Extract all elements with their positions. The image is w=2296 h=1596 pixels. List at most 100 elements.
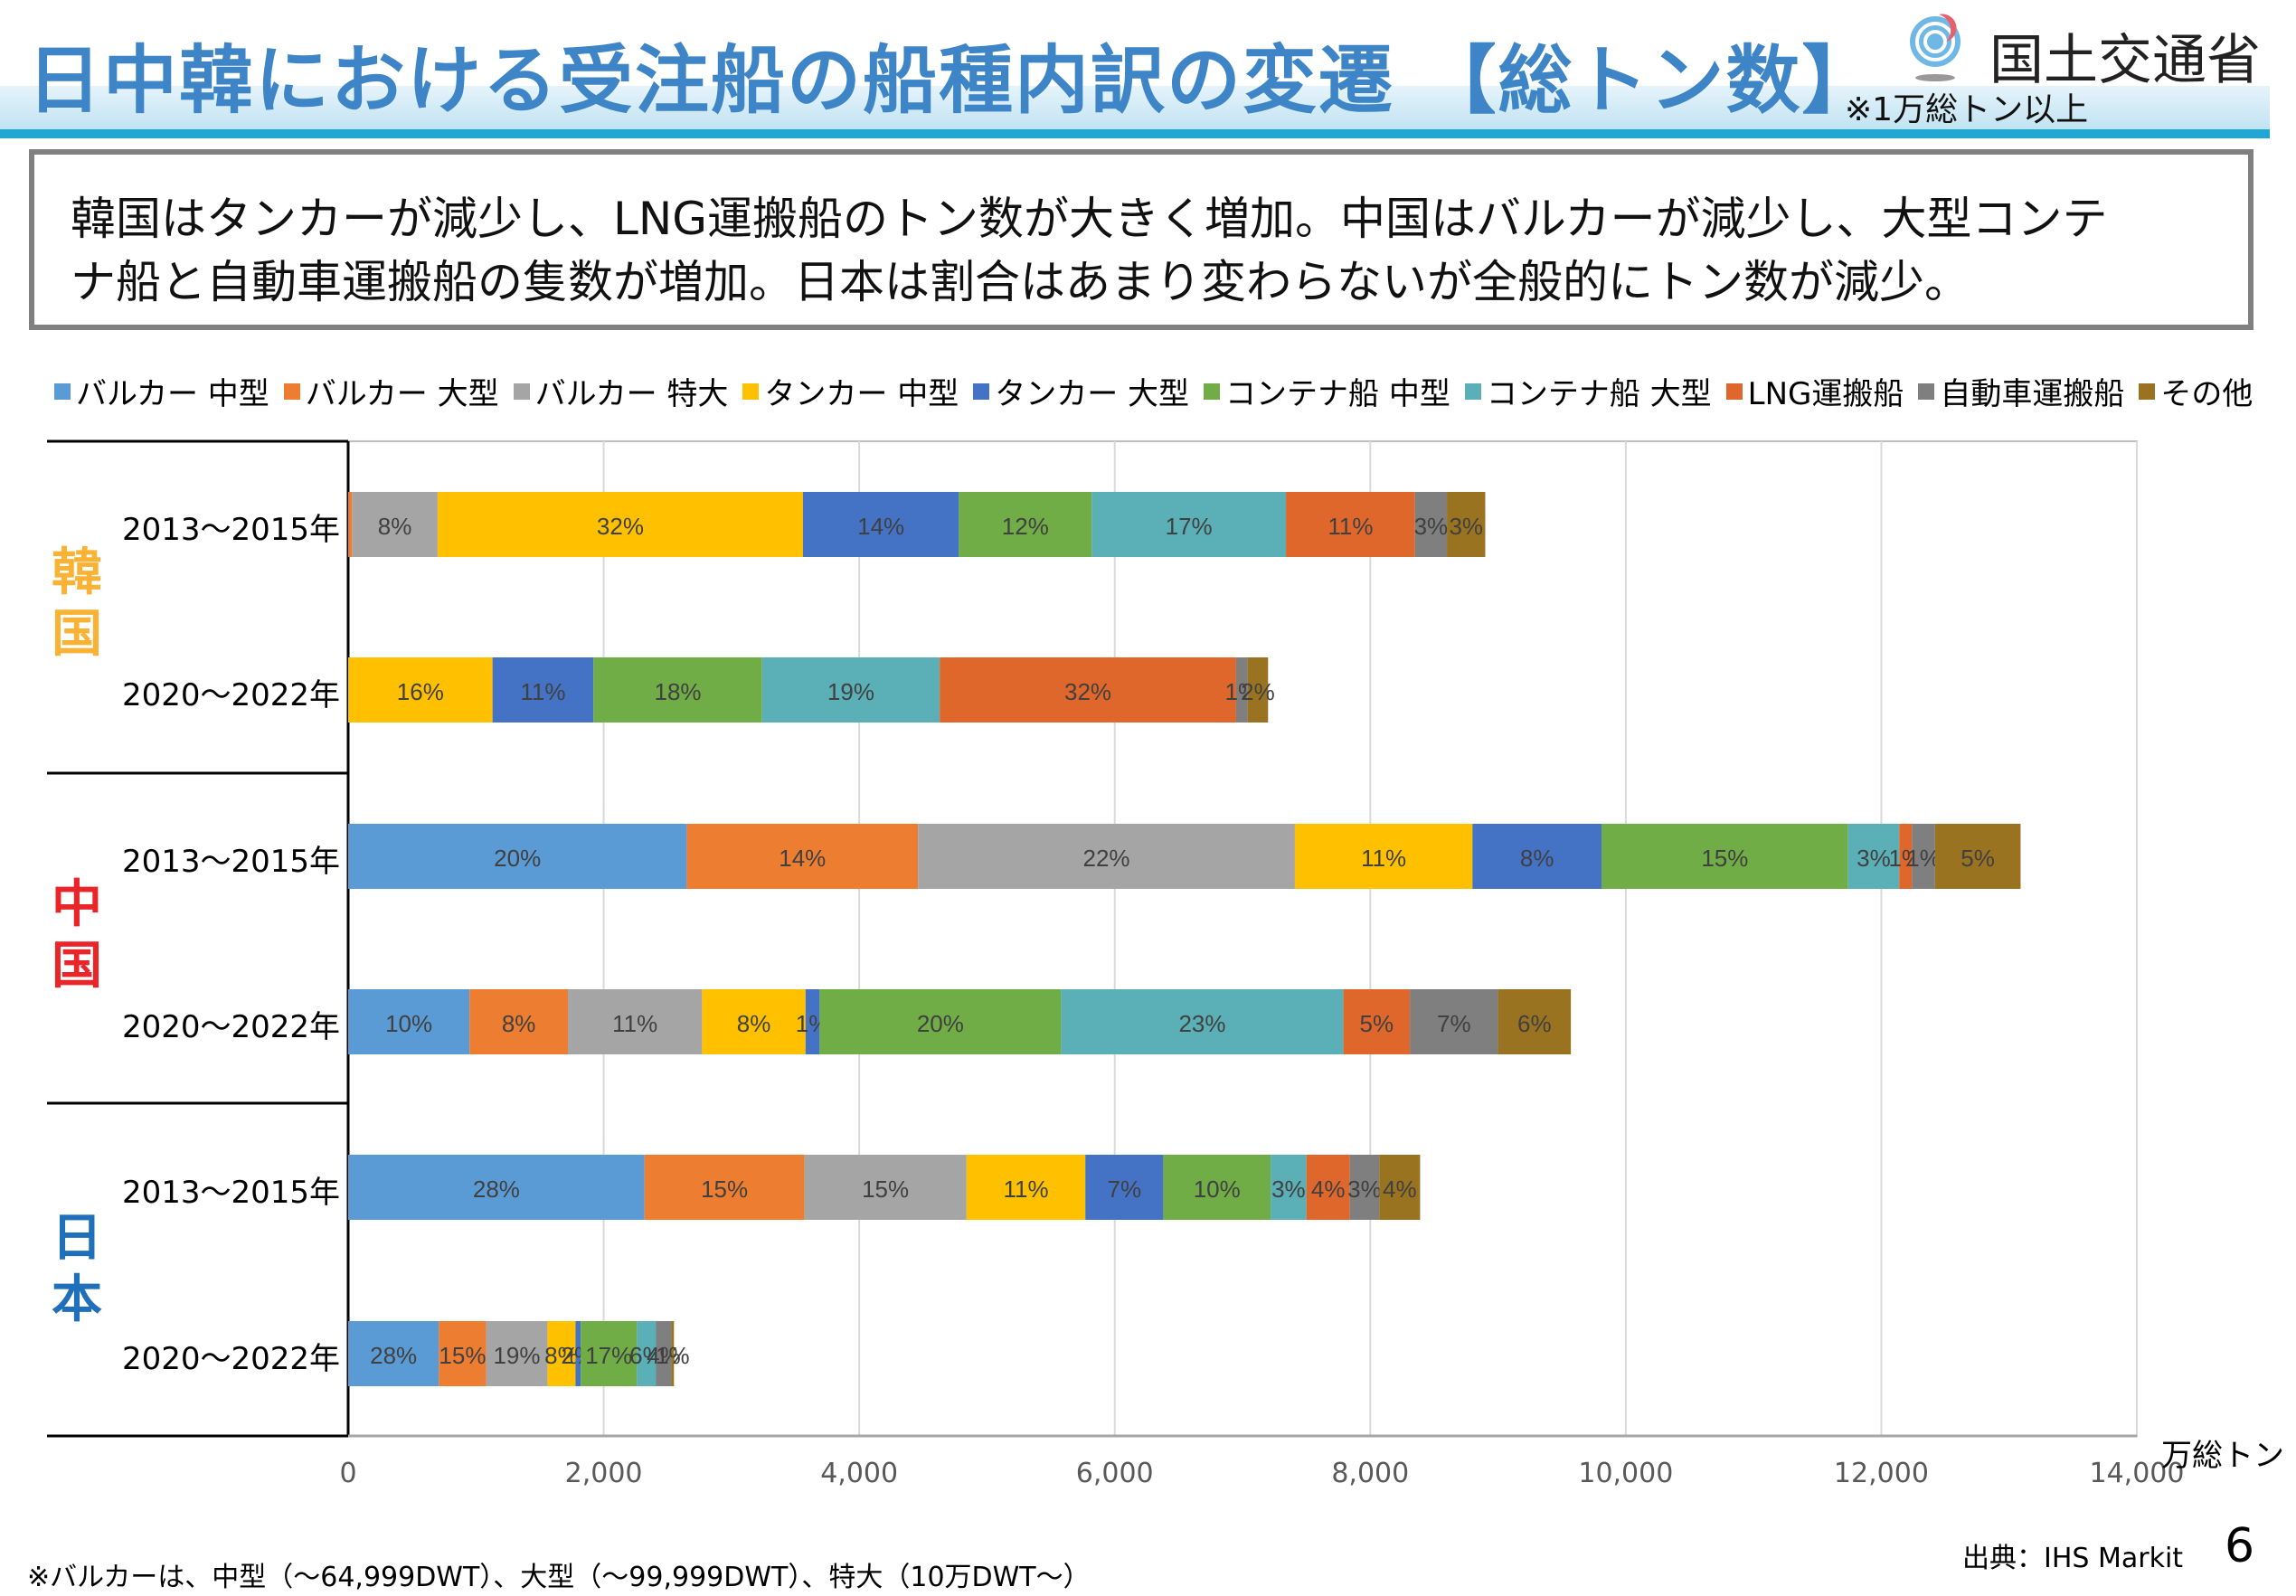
bar-segment [1286, 492, 1415, 557]
bar-segment [348, 989, 470, 1054]
legend-swatch [1204, 382, 1221, 400]
legend-item: バルカー 中型 [54, 369, 269, 413]
ministry-name: 国土交通省 [1989, 29, 2261, 92]
bar-segment [1379, 1155, 1421, 1220]
x-tick-label: 14,000 [2089, 1458, 2185, 1489]
x-tick-label: 4,000 [820, 1458, 899, 1489]
x-tick-label: 6,000 [1075, 1458, 1154, 1489]
bar-segment [348, 824, 687, 889]
data-label: 4% [1383, 1176, 1417, 1203]
data-label: 5% [1360, 1010, 1394, 1037]
country-label-japan: 日本 [52, 1209, 102, 1329]
data-label: 20% [917, 1010, 964, 1037]
header-accent-line [0, 129, 2270, 138]
legend-label: コンテナ船 大型 [1486, 376, 1712, 412]
legend-item: バルカー 特大 [513, 369, 728, 413]
data-label: 11% [520, 678, 565, 705]
legend-label: 自動車運搬船 [1940, 376, 2125, 412]
bar-segment [671, 1321, 675, 1386]
bar-segment [966, 1155, 1086, 1220]
legend-swatch [283, 382, 300, 400]
bar-segment [918, 824, 1295, 889]
data-label: 3% [1347, 1176, 1382, 1203]
bar-segment [1602, 824, 1848, 889]
legend-item: その他 [2139, 369, 2253, 413]
bar-segment [761, 657, 940, 722]
bar-segment [1934, 824, 2021, 889]
data-label: 12% [1002, 513, 1049, 540]
x-tick-label: 0 [339, 1458, 357, 1489]
bar-segment [1061, 989, 1344, 1054]
data-label: 8% [544, 1342, 579, 1369]
bar-segment [1447, 492, 1486, 557]
data-label: 11% [1361, 845, 1406, 872]
data-label: 10% [1194, 1176, 1241, 1203]
category-tick-label: 2013～2015年 [122, 512, 341, 548]
data-label: 7% [1437, 1010, 1471, 1037]
legend-item: LNG運搬船 [1725, 369, 1904, 413]
summary-box: 韓国はタンカーが減少し、LNG運搬船のトン数が大きく増加。中国はバルカーが減少し… [29, 149, 2253, 330]
bar-segment [581, 1321, 638, 1386]
data-label: 3% [1414, 513, 1449, 540]
bar-segment [1414, 492, 1448, 557]
bar-segment [1271, 1155, 1307, 1220]
bar-segment [1247, 657, 1269, 722]
legend-item: バルカー 大型 [283, 369, 499, 413]
bar-segment [348, 1155, 645, 1220]
legend-item: コンテナ船 大型 [1464, 369, 1712, 413]
bar-segment [702, 989, 806, 1054]
scope-note: ※1万総トン以上 [1845, 91, 2089, 128]
data-label: 8% [502, 1010, 536, 1037]
legend-swatch [742, 382, 760, 400]
bar-segment [819, 989, 1062, 1054]
bar-segment [593, 657, 762, 722]
bar-segment [492, 657, 594, 722]
chart-legend: バルカー 中型 バルカー 大型 バルカー 特大 タンカー 中型 タンカー 大型 コンテナ船… [54, 369, 2253, 413]
data-label: 11% [1328, 513, 1373, 540]
bar-segment [940, 657, 1236, 722]
bar-segment [486, 1321, 548, 1386]
stacked-bar-chart: 8% 32% 14% 12% 17% 11% 3% 3%16% 11% 18% 19% 32% 1%2%… [47, 439, 2138, 1438]
data-label: 32% [597, 513, 644, 540]
data-label: 15% [701, 1176, 748, 1203]
plot-area-border [347, 440, 2138, 1437]
data-label: 8% [378, 513, 412, 540]
header: 日中韓における受注船の船種内訳の変遷 【総トン数】 国土交通省 ※1万総トン以上 [0, 0, 2296, 145]
category-tick-label: 2020～2022年 [122, 1341, 341, 1377]
footnote: ※バルカーは、中型（～64,999DWT）、大型（～99,999DWT）、特大（… [27, 1487, 1091, 1596]
bar-segment [805, 989, 820, 1054]
data-label: 28% [370, 1342, 417, 1369]
data-label: 14% [779, 845, 826, 872]
bar-segment [437, 492, 803, 557]
bar-segment [1349, 1155, 1380, 1220]
legend-swatch [973, 382, 990, 400]
summary-line-1: 韓国はタンカーが減少し、LNG運搬船のトン数が大きく増加。中国はバルカーが減少し… [71, 193, 2108, 245]
data-label: 15% [1701, 845, 1748, 872]
bar-segment [1235, 657, 1248, 722]
data-label: 8% [1520, 845, 1554, 872]
data-label: 10% [385, 1010, 432, 1037]
legend-swatch [54, 382, 71, 400]
x-axis-unit-label: 万総トン [2161, 1438, 2284, 1474]
bar-segment [439, 1321, 487, 1386]
bar-segment [1085, 1155, 1164, 1220]
bar-segment [348, 657, 493, 722]
bar-segment [1163, 1155, 1271, 1220]
data-label: 19% [827, 678, 874, 705]
footnote-line-bulker: ※バルカーは、中型（～64,999DWT）、大型（～99,999DWT）、特大（… [27, 1562, 1091, 1593]
bar-segment [1410, 989, 1498, 1054]
bar-segment [568, 989, 703, 1054]
legend-item: タンカー 大型 [973, 369, 1189, 413]
bar-segment [547, 1321, 576, 1386]
bar-segment [469, 989, 569, 1054]
category-tick-label: 2013～2015年 [122, 844, 341, 880]
legend-swatch [1725, 382, 1743, 400]
bar-segment [1847, 824, 1900, 889]
data-label: 17% [1166, 513, 1213, 540]
bar-segment [959, 492, 1092, 557]
data-label: 4% [647, 1342, 681, 1369]
bar-segment [802, 492, 959, 557]
category-tick-label: 2020～2022年 [122, 677, 341, 713]
page-title: 日中韓における受注船の船種内訳の変遷 【総トン数】 [27, 38, 1878, 124]
data-label: 6% [1517, 1010, 1552, 1037]
